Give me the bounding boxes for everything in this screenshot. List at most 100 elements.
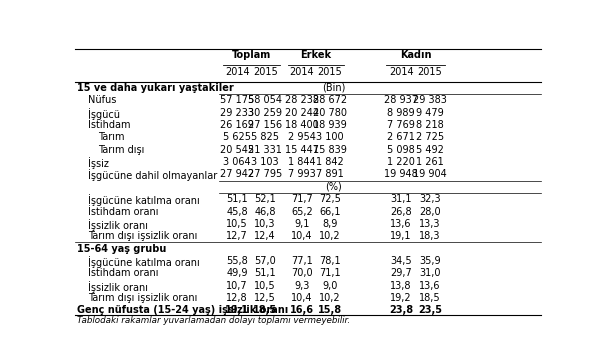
- Text: İstihdam: İstihdam: [88, 120, 130, 130]
- Text: 16,6: 16,6: [290, 305, 314, 316]
- Text: 5 825: 5 825: [251, 132, 279, 142]
- Text: 78,1: 78,1: [319, 256, 341, 266]
- Text: 1 220: 1 220: [387, 157, 415, 167]
- Text: 57 175: 57 175: [220, 95, 254, 105]
- Text: 9,3: 9,3: [294, 281, 310, 291]
- Text: 15 839: 15 839: [313, 145, 347, 155]
- Text: 26 169: 26 169: [221, 120, 254, 130]
- Text: 12,8: 12,8: [227, 293, 248, 303]
- Text: 55,8: 55,8: [227, 256, 248, 266]
- Text: İşgücüne katılma oranı: İşgücüne katılma oranı: [88, 194, 200, 206]
- Text: 23,8: 23,8: [389, 305, 413, 316]
- Text: 77,1: 77,1: [291, 256, 313, 266]
- Text: 15 447: 15 447: [285, 145, 319, 155]
- Text: Erkek: Erkek: [300, 50, 332, 60]
- Text: 2 725: 2 725: [416, 132, 444, 142]
- Text: 70,0: 70,0: [291, 268, 313, 279]
- Text: 29 233: 29 233: [220, 108, 254, 118]
- Text: 29 383: 29 383: [413, 95, 447, 105]
- Text: İşgücüne katılma oranı: İşgücüne katılma oranı: [88, 256, 200, 268]
- Text: 12,4: 12,4: [254, 231, 276, 241]
- Text: 13,8: 13,8: [391, 281, 412, 291]
- Text: 2015: 2015: [253, 67, 278, 77]
- Text: 3 100: 3 100: [316, 132, 344, 142]
- Text: Tarım dışı işsizlik oranı: Tarım dışı işsizlik oranı: [88, 231, 197, 241]
- Text: 5 098: 5 098: [387, 145, 415, 155]
- Text: 10,4: 10,4: [291, 293, 313, 303]
- Text: 7 891: 7 891: [316, 169, 344, 179]
- Text: 71,7: 71,7: [291, 194, 313, 204]
- Text: Tarım dışı işsizlik oranı: Tarım dışı işsizlik oranı: [88, 293, 197, 303]
- Text: 65,2: 65,2: [291, 207, 313, 216]
- Text: İşgücüne dahil olmayanlar: İşgücüne dahil olmayanlar: [88, 169, 217, 181]
- Text: 2015: 2015: [418, 67, 442, 77]
- Text: 7 993: 7 993: [288, 169, 316, 179]
- Text: 19,2: 19,2: [391, 293, 412, 303]
- Text: Tarım dışı: Tarım dışı: [98, 145, 144, 155]
- Text: 34,5: 34,5: [391, 256, 412, 266]
- Text: İşgücü: İşgücü: [88, 108, 120, 120]
- Text: 18 400: 18 400: [285, 120, 319, 130]
- Text: 19 948: 19 948: [384, 169, 418, 179]
- Text: 2014: 2014: [225, 67, 249, 77]
- Text: 49,9: 49,9: [227, 268, 248, 279]
- Text: 13,6: 13,6: [419, 281, 441, 291]
- Text: 15 ve daha yukarı yaştakiler: 15 ve daha yukarı yaştakiler: [78, 83, 234, 93]
- Text: 28 238: 28 238: [285, 95, 319, 105]
- Text: 57,0: 57,0: [254, 256, 276, 266]
- Text: 66,1: 66,1: [319, 207, 341, 216]
- Text: 10,2: 10,2: [319, 293, 341, 303]
- Text: 28,0: 28,0: [419, 207, 441, 216]
- Text: 18,5: 18,5: [253, 305, 277, 316]
- Text: 10,5: 10,5: [254, 281, 276, 291]
- Text: 12,7: 12,7: [227, 231, 248, 241]
- Text: 26,8: 26,8: [391, 207, 412, 216]
- Text: 13,6: 13,6: [391, 219, 412, 229]
- Text: 35,9: 35,9: [419, 256, 441, 266]
- Text: İstihdam oranı: İstihdam oranı: [88, 268, 158, 279]
- Text: 72,5: 72,5: [319, 194, 341, 204]
- Text: 7 769: 7 769: [387, 120, 415, 130]
- Text: 1 261: 1 261: [416, 157, 444, 167]
- Text: 10,7: 10,7: [227, 281, 248, 291]
- Text: 28 937: 28 937: [384, 95, 418, 105]
- Text: İşsizlik oranı: İşsizlik oranı: [88, 281, 148, 293]
- Text: 31,1: 31,1: [391, 194, 412, 204]
- Text: 20 545: 20 545: [220, 145, 254, 155]
- Text: 3 064: 3 064: [224, 157, 251, 167]
- Text: 3 103: 3 103: [251, 157, 279, 167]
- Text: 28 672: 28 672: [313, 95, 347, 105]
- Text: Nüfus: Nüfus: [88, 95, 116, 105]
- Text: 10,4: 10,4: [291, 231, 313, 241]
- Text: 1 842: 1 842: [316, 157, 344, 167]
- Text: 51,1: 51,1: [227, 194, 248, 204]
- Text: 51,1: 51,1: [254, 268, 276, 279]
- Text: 30 259: 30 259: [248, 108, 282, 118]
- Text: (Bin): (Bin): [322, 83, 346, 93]
- Text: 32,3: 32,3: [419, 194, 441, 204]
- Text: 5 492: 5 492: [416, 145, 444, 155]
- Text: 2 671: 2 671: [387, 132, 415, 142]
- Text: (%): (%): [325, 182, 342, 192]
- Text: 8,9: 8,9: [322, 219, 338, 229]
- Text: Tarım: Tarım: [98, 132, 124, 142]
- Text: 10,2: 10,2: [319, 231, 341, 241]
- Text: 20 244: 20 244: [285, 108, 319, 118]
- Text: İşsizlik oranı: İşsizlik oranı: [88, 219, 148, 231]
- Text: 27 942: 27 942: [220, 169, 254, 179]
- Text: 18 939: 18 939: [313, 120, 347, 130]
- Text: Genç nüfusta (15-24 yaş) işsizlik oranı: Genç nüfusta (15-24 yaş) işsizlik oranı: [78, 305, 288, 316]
- Text: Toplam: Toplam: [231, 50, 271, 60]
- Text: 8 218: 8 218: [416, 120, 444, 130]
- Text: 2014: 2014: [389, 67, 413, 77]
- Text: 5 625: 5 625: [223, 132, 251, 142]
- Text: 2015: 2015: [317, 67, 343, 77]
- Text: 10,5: 10,5: [227, 219, 248, 229]
- Text: 45,8: 45,8: [227, 207, 248, 216]
- Text: Tablodaki rakamlar yuvarlamadan dolayı toplamı vermeyebilir.: Tablodaki rakamlar yuvarlamadan dolayı t…: [78, 317, 350, 325]
- Text: 19,1: 19,1: [225, 305, 249, 316]
- Text: 18,5: 18,5: [419, 293, 441, 303]
- Text: 10,3: 10,3: [254, 219, 276, 229]
- Text: 13,3: 13,3: [419, 219, 441, 229]
- Text: 27 795: 27 795: [248, 169, 282, 179]
